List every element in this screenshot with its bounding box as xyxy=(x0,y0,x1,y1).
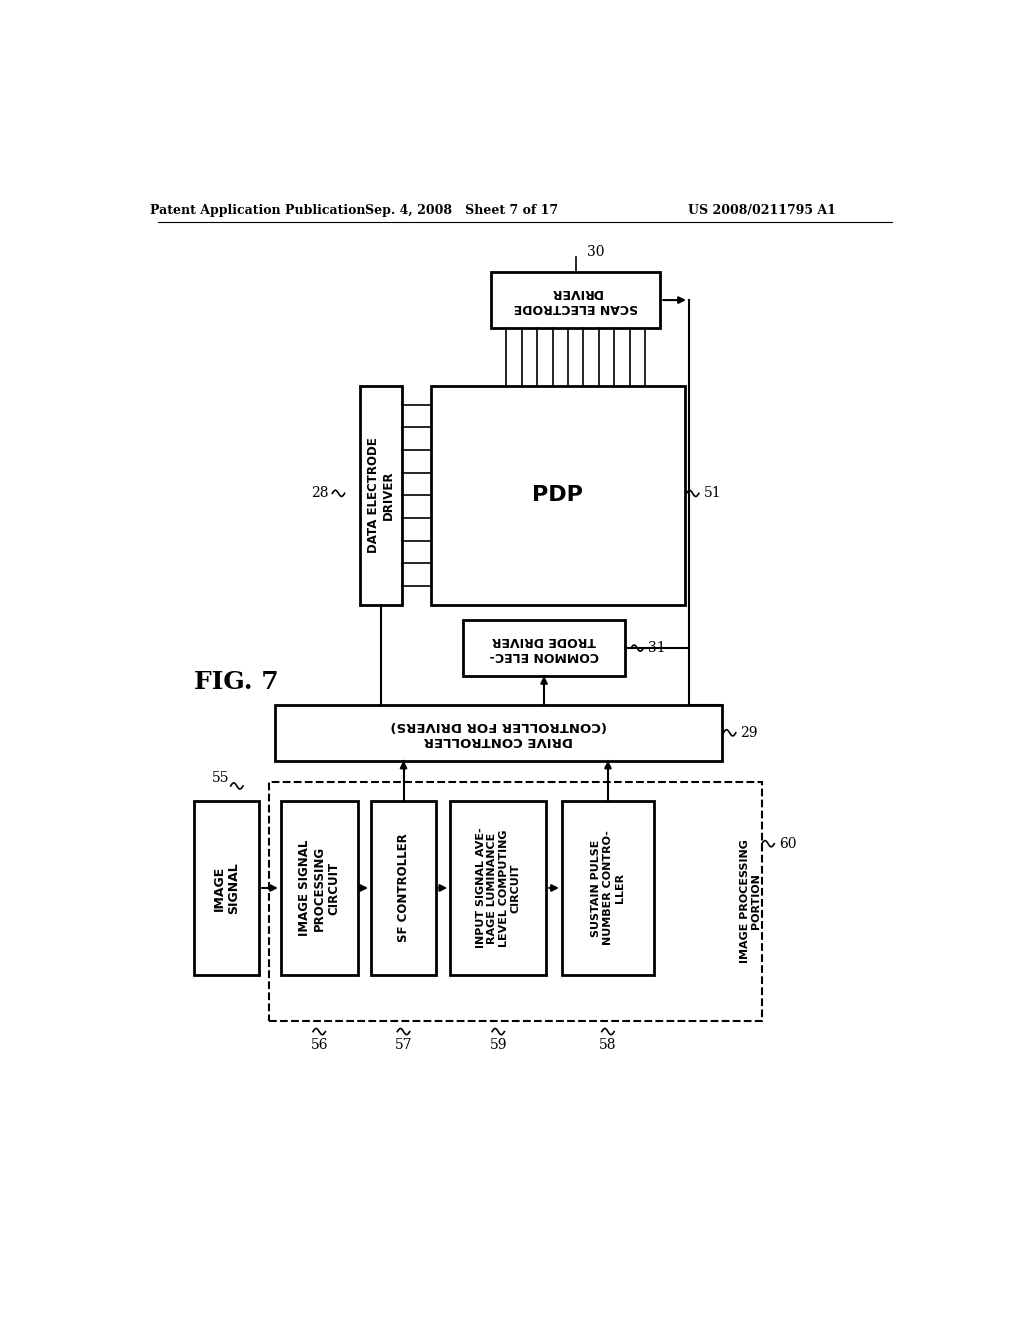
Text: SUSTAIN PULSE
NUMBER CONTRO-
LLER: SUSTAIN PULSE NUMBER CONTRO- LLER xyxy=(592,830,625,945)
Bar xyxy=(269,781,762,1020)
Text: IMAGE SIGNAL
PROCESSING
CIRCUIT: IMAGE SIGNAL PROCESSING CIRCUIT xyxy=(298,840,341,936)
Text: 58: 58 xyxy=(599,1039,616,1052)
Text: SCAN ELECTRODE
DRIVER: SCAN ELECTRODE DRIVER xyxy=(513,286,638,314)
Text: INPUT SIGNAL AVE-
RAGE LUMINANCE
LEVEL COMPUTING
CIRCUIT: INPUT SIGNAL AVE- RAGE LUMINANCE LEVEL C… xyxy=(476,828,520,948)
Bar xyxy=(275,705,722,760)
Text: COMMON ELEC-
TRODE DRIVER: COMMON ELEC- TRODE DRIVER xyxy=(489,634,599,663)
Bar xyxy=(360,385,402,605)
Text: DATA ELECTRODE
DRIVER: DATA ELECTRODE DRIVER xyxy=(368,437,395,553)
Bar xyxy=(562,801,654,974)
Text: 30: 30 xyxy=(587,246,604,259)
Text: IMAGE
SIGNAL: IMAGE SIGNAL xyxy=(212,862,241,913)
Bar xyxy=(371,801,436,974)
Text: 57: 57 xyxy=(394,1039,413,1052)
Bar xyxy=(490,272,660,327)
Text: IMAGE PROCESSING
PORTION: IMAGE PROCESSING PORTION xyxy=(739,840,761,964)
Text: 55: 55 xyxy=(211,771,229,785)
Bar xyxy=(431,385,685,605)
Text: 31: 31 xyxy=(648,642,666,655)
Text: 59: 59 xyxy=(489,1039,507,1052)
Text: Sep. 4, 2008   Sheet 7 of 17: Sep. 4, 2008 Sheet 7 of 17 xyxy=(366,205,558,218)
Text: SF CONTROLLER: SF CONTROLLER xyxy=(397,834,410,942)
Text: PDP: PDP xyxy=(532,486,584,506)
Bar xyxy=(463,620,625,676)
Text: 56: 56 xyxy=(310,1039,328,1052)
Text: 60: 60 xyxy=(779,837,797,850)
Bar xyxy=(281,801,357,974)
Text: Patent Application Publication: Patent Application Publication xyxy=(150,205,366,218)
Text: 28: 28 xyxy=(311,486,329,500)
Text: 51: 51 xyxy=(703,486,721,500)
Text: 29: 29 xyxy=(740,726,758,739)
Bar xyxy=(194,801,259,974)
Text: DRIVE CONTROLLER
(CONTROLLER FOR DRIVERS): DRIVE CONTROLLER (CONTROLLER FOR DRIVERS… xyxy=(390,719,607,747)
Text: FIG. 7: FIG. 7 xyxy=(194,671,279,694)
Bar xyxy=(451,801,547,974)
Text: US 2008/0211795 A1: US 2008/0211795 A1 xyxy=(688,205,836,218)
